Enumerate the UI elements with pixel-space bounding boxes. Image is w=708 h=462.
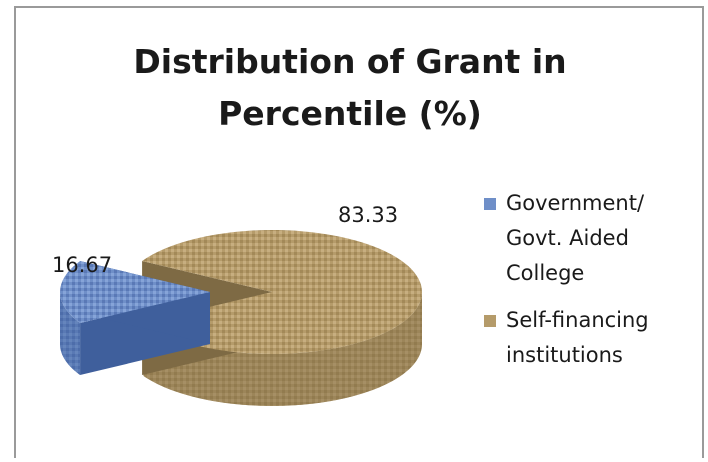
legend-item-self-financing: Self-financing institutions bbox=[484, 303, 694, 373]
legend-item-government: Government/ Govt. Aided College bbox=[484, 186, 694, 291]
chart-frame bbox=[14, 6, 704, 458]
chart-title: Distribution of Grant in Percentile (%) bbox=[120, 36, 580, 140]
legend-label-self-financing: Self-financing institutions bbox=[506, 308, 649, 367]
legend: Government/ Govt. Aided College Self-fin… bbox=[484, 186, 694, 385]
legend-swatch-government bbox=[484, 198, 496, 210]
data-label-government: 16.67 bbox=[52, 253, 112, 277]
chart-title-line-2: Percentile (%) bbox=[218, 94, 482, 133]
legend-swatch-self-financing bbox=[484, 315, 496, 327]
data-label-self-financing: 83.33 bbox=[338, 203, 398, 227]
pie-slice-government bbox=[60, 260, 211, 376]
legend-label-government: Government/ Govt. Aided College bbox=[506, 191, 645, 285]
chart-title-line-1: Distribution of Grant in bbox=[133, 42, 567, 81]
